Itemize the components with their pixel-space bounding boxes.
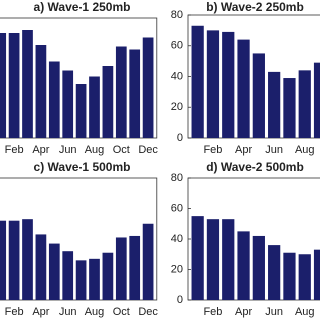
bar [89, 76, 100, 138]
x-tick-label: Oct [113, 144, 130, 156]
x-tick-label: Feb [5, 306, 24, 318]
x-tick-label: Jun [265, 306, 283, 318]
bar [115, 237, 127, 300]
x-tick-label: Aug [85, 306, 105, 318]
bar [237, 39, 250, 138]
bar [22, 219, 33, 300]
bar [62, 70, 74, 138]
x-tick-label: Jun [59, 144, 77, 156]
x-tick-label: Apr [32, 144, 49, 156]
chart-title: c) Wave-1 500mb [34, 160, 131, 174]
chart-title: a) Wave-1 250mb [34, 0, 131, 14]
bar [8, 220, 20, 300]
y-tick-label: 0 [177, 132, 183, 144]
x-tick-label: Apr [235, 306, 252, 318]
bar [252, 235, 265, 300]
bar [48, 61, 60, 138]
bar [298, 254, 311, 300]
bar [0, 220, 7, 300]
bar [102, 66, 114, 138]
bar [102, 252, 114, 300]
bar [129, 235, 141, 300]
bar [89, 258, 100, 300]
bar [268, 245, 281, 300]
bar [22, 30, 33, 138]
y-tick-label: 0 [177, 294, 183, 306]
plot-frame [0, 177, 158, 301]
x-tick-label: Feb [5, 144, 24, 156]
bar [142, 37, 154, 138]
y-tick-label: 80 [171, 9, 183, 21]
bar [62, 251, 74, 300]
bar [8, 33, 20, 138]
bar [115, 46, 127, 138]
bar [313, 249, 320, 300]
y-tick-label: 80 [171, 172, 183, 184]
bar [268, 71, 281, 138]
bar [283, 252, 296, 300]
bar [191, 216, 204, 300]
x-tick-label: Dec [138, 306, 158, 318]
bar [48, 243, 60, 300]
bar [191, 25, 204, 139]
bar [75, 84, 87, 138]
bar [206, 219, 220, 300]
x-tick-label: Dec [138, 144, 158, 156]
bar [298, 70, 311, 138]
x-tick-label: Oct [113, 306, 130, 318]
y-tick-label: 20 [171, 101, 183, 113]
x-tick-label: Apr [235, 144, 252, 156]
bar [0, 33, 7, 138]
bar [75, 260, 87, 300]
plot-frame [0, 17, 158, 139]
y-tick-label: 20 [171, 263, 183, 275]
bar [129, 49, 141, 138]
bar [313, 62, 320, 138]
bar [222, 31, 235, 139]
x-tick-label: Jun [59, 306, 77, 318]
y-tick-label: 60 [171, 40, 183, 52]
chart-title: b) Wave-2 250mb [206, 0, 304, 14]
bar [206, 30, 220, 138]
x-tick-label: Apr [32, 306, 49, 318]
bar [283, 78, 296, 138]
bar [35, 234, 47, 300]
x-tick-label: Aug [295, 144, 315, 156]
x-tick-label: Aug [295, 306, 315, 318]
x-tick-label: Feb [203, 144, 222, 156]
x-tick-label: Jun [265, 144, 283, 156]
bar [252, 53, 265, 138]
bar [237, 231, 250, 300]
y-tick-label: 60 [171, 202, 183, 214]
chart-title: d) Wave-2 500mb [206, 160, 304, 174]
bar [35, 45, 47, 138]
y-tick-label: 40 [171, 233, 183, 245]
bar [222, 219, 235, 300]
bar [142, 223, 154, 300]
x-tick-label: Aug [85, 144, 105, 156]
y-tick-label: 40 [171, 70, 183, 82]
x-tick-label: Feb [203, 306, 222, 318]
